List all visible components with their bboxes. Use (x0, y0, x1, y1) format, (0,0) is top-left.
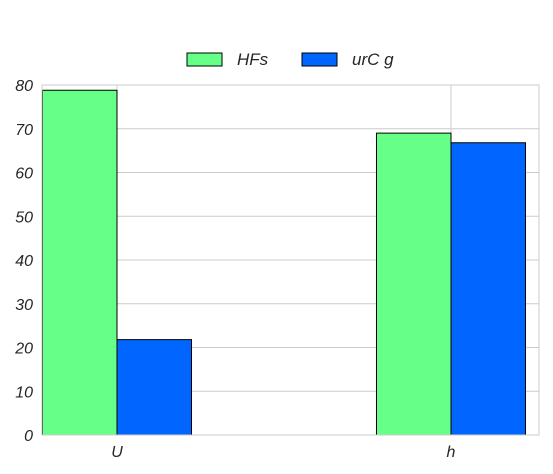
y-tick-label: 0 (24, 428, 33, 445)
bar-urc-g-h (450, 142, 526, 436)
plot-frame (41, 84, 540, 436)
legend-swatch (186, 52, 223, 67)
y-tick-label: 80 (15, 78, 33, 95)
y-tick-label: 40 (15, 253, 33, 270)
legend-swatch (301, 52, 338, 67)
y-axis: 0 10 20 30 40 50 60 70 80 (14, 78, 33, 445)
y-tick-label: 70 (15, 122, 33, 139)
legend-label: urC g (352, 50, 394, 69)
bar-hfs-u (42, 89, 118, 436)
legend-label: HFs (237, 50, 269, 69)
legend: HFs urC g (186, 50, 394, 69)
bars (42, 89, 526, 436)
y-tick-label: 30 (15, 297, 33, 314)
y-tick-label: 10 (15, 384, 33, 401)
x-tick-label: h (447, 444, 456, 461)
y-tick-label: 60 (15, 166, 33, 183)
y-tick-label: 50 (15, 209, 33, 226)
y-tick-label: 20 (14, 341, 33, 358)
bar-urc-g-u (116, 339, 192, 436)
bar-hfs-h (376, 132, 452, 436)
x-tick-label: U (111, 444, 123, 461)
